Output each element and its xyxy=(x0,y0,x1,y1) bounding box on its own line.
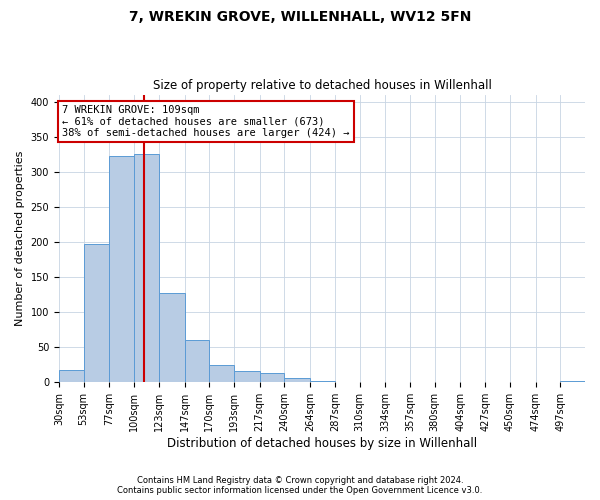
Bar xyxy=(310,381,335,382)
Bar xyxy=(284,378,310,382)
Bar xyxy=(185,340,209,382)
Bar xyxy=(209,365,234,382)
Bar xyxy=(134,154,159,382)
Bar xyxy=(159,292,185,382)
Bar xyxy=(560,381,585,382)
Bar xyxy=(234,371,260,382)
Bar xyxy=(260,373,284,382)
Bar xyxy=(59,370,83,382)
Title: Size of property relative to detached houses in Willenhall: Size of property relative to detached ho… xyxy=(152,79,491,92)
X-axis label: Distribution of detached houses by size in Willenhall: Distribution of detached houses by size … xyxy=(167,437,477,450)
Bar xyxy=(109,156,134,382)
Text: 7, WREKIN GROVE, WILLENHALL, WV12 5FN: 7, WREKIN GROVE, WILLENHALL, WV12 5FN xyxy=(129,10,471,24)
Y-axis label: Number of detached properties: Number of detached properties xyxy=(15,151,25,326)
Bar xyxy=(83,244,109,382)
Text: 7 WREKIN GROVE: 109sqm
← 61% of detached houses are smaller (673)
38% of semi-de: 7 WREKIN GROVE: 109sqm ← 61% of detached… xyxy=(62,105,350,138)
Text: Contains HM Land Registry data © Crown copyright and database right 2024.
Contai: Contains HM Land Registry data © Crown c… xyxy=(118,476,482,495)
